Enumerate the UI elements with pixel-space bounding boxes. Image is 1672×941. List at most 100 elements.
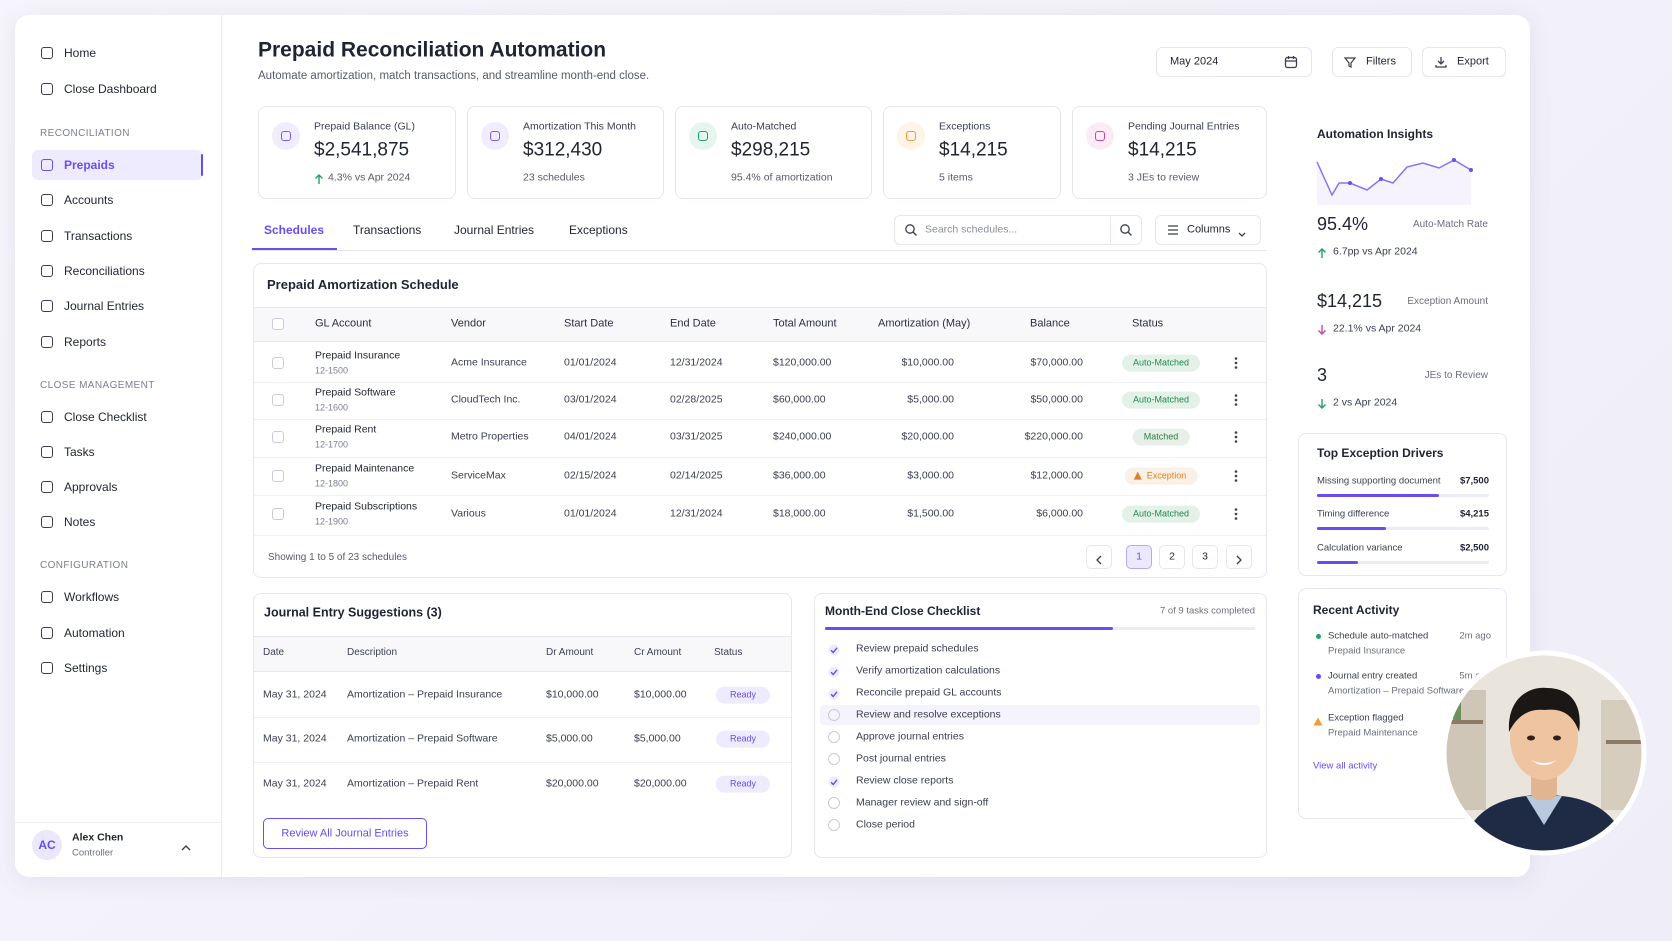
end-date: 02/28/2025 xyxy=(670,393,723,406)
page-button[interactable] xyxy=(1159,545,1185,569)
nav-item[interactable]: Automation xyxy=(64,625,125,640)
presenter-video xyxy=(1441,650,1647,856)
nav-item[interactable]: Reports xyxy=(64,334,107,349)
check-icon xyxy=(828,643,840,656)
row-menu[interactable] xyxy=(1232,469,1240,483)
nav-item[interactable]: Accounts xyxy=(64,193,114,208)
nav-icon xyxy=(41,410,53,423)
kpi-label: Auto-Matched xyxy=(731,120,797,133)
nav-item[interactable]: Settings xyxy=(64,660,108,675)
nav-item[interactable]: Close Checklist xyxy=(64,409,147,424)
row-menu[interactable] xyxy=(1232,356,1240,370)
row-menu[interactable] xyxy=(1232,393,1240,407)
columns-button[interactable] xyxy=(1155,215,1261,245)
filters-button[interactable] xyxy=(1332,47,1412,77)
prev-page[interactable] xyxy=(1086,545,1112,569)
page-number[interactable]: 2 xyxy=(1169,550,1175,563)
search-submit-icon-svg xyxy=(1120,224,1132,236)
gl-code: 12-1900 xyxy=(315,516,349,527)
trend-arrow xyxy=(1317,246,1327,258)
nav-item[interactable]: Home xyxy=(64,45,97,60)
checklist-item: Verify amortization calculations xyxy=(856,664,1001,677)
metric-label: Auto-Match Rate xyxy=(1412,219,1488,230)
nav-item[interactable]: Reconciliations xyxy=(64,263,145,278)
user-name: Alex Chen xyxy=(72,831,124,844)
row-checkbox[interactable] xyxy=(272,357,284,369)
balance: $70,000.00 xyxy=(1030,356,1083,369)
header-checkbox[interactable] xyxy=(272,318,284,330)
journal-cell: $5,000.00 xyxy=(546,732,593,745)
activity-title: Journal entry created xyxy=(1328,670,1418,682)
nav-item[interactable]: Close Dashboard xyxy=(64,81,157,96)
journal-cell: $20,000.00 xyxy=(634,777,687,790)
user-divider xyxy=(15,822,221,823)
amortization: $5,000.00 xyxy=(907,393,954,406)
nav-item[interactable]: Notes xyxy=(64,515,96,530)
checklist-item: Approve journal entries xyxy=(856,730,964,743)
export-icon-svg xyxy=(1435,57,1447,68)
tab[interactable]: Exceptions xyxy=(569,222,628,237)
nav-item[interactable]: Journal Entries xyxy=(64,298,145,313)
balance: $220,000.00 xyxy=(1024,430,1083,443)
progress-fill xyxy=(825,627,1113,630)
row-checkbox[interactable] xyxy=(272,394,284,406)
page-button[interactable] xyxy=(1126,545,1152,569)
status-pill: Ready xyxy=(715,730,771,748)
kpi-card xyxy=(258,106,456,199)
page-button[interactable] xyxy=(1192,545,1218,569)
view-all-link[interactable]: View all activity xyxy=(1313,760,1378,772)
journal-cell: $10,000.00 xyxy=(546,688,599,701)
checklist-highlight xyxy=(820,705,1260,725)
trend-arrow-svg xyxy=(315,174,323,184)
tab[interactable]: Journal Entries xyxy=(454,222,535,237)
nav-item[interactable]: Prepaids xyxy=(64,157,115,172)
review-button[interactable] xyxy=(263,818,427,849)
columns-icon-svg xyxy=(1168,225,1178,235)
pending-icon xyxy=(828,797,840,809)
warning-icon-svg xyxy=(1313,717,1323,726)
column-header: Dr Amount xyxy=(546,647,594,658)
gl-account: Prepaid Maintenance xyxy=(315,462,415,475)
balance: $50,000.00 xyxy=(1030,393,1083,406)
checklist-item: Review prepaid schedules xyxy=(856,642,979,655)
nav-item[interactable]: Tasks xyxy=(64,444,95,459)
driver-label: Calculation variance xyxy=(1317,542,1403,554)
nav-item[interactable]: Approvals xyxy=(64,479,118,494)
next-page[interactable] xyxy=(1226,545,1252,569)
warning-icon xyxy=(1313,713,1323,726)
search-box[interactable] xyxy=(894,215,1142,245)
panel-title: Month-End Close Checklist xyxy=(825,603,981,618)
checklist-panel xyxy=(814,593,1267,858)
nav-item[interactable]: Transactions xyxy=(64,228,133,243)
row-checkbox[interactable] xyxy=(272,470,284,482)
metric-label: Exception Amount xyxy=(1407,296,1488,307)
row-menu[interactable] xyxy=(1232,507,1240,521)
nav-icon xyxy=(41,481,53,494)
page-number[interactable]: 3 xyxy=(1202,550,1208,563)
tab[interactable]: Schedules xyxy=(264,222,325,237)
user-menu-chevron[interactable] xyxy=(180,840,192,851)
amortization: $3,000.00 xyxy=(907,469,954,482)
kpi-card xyxy=(1072,106,1267,199)
start-date: 02/15/2024 xyxy=(564,469,617,482)
nav-item[interactable]: Workflows xyxy=(64,590,120,605)
kpi-card xyxy=(883,106,1061,199)
kpi-icon-glyph xyxy=(281,131,291,141)
row-checkbox[interactable] xyxy=(272,431,284,443)
end-date: 12/31/2024 xyxy=(670,507,723,520)
activity-dot xyxy=(1316,633,1321,639)
status-pill: Auto-Matched xyxy=(1121,391,1201,409)
export-button[interactable] xyxy=(1422,47,1506,77)
row-menu-svg xyxy=(1234,431,1238,443)
column-header: Date xyxy=(263,647,285,658)
review-button-label[interactable]: Review All Journal Entries xyxy=(281,827,409,840)
row-menu[interactable] xyxy=(1232,430,1240,444)
nav-icon xyxy=(41,591,53,604)
driver-value: $4,215 xyxy=(1459,508,1489,520)
page-number[interactable]: 1 xyxy=(1136,550,1142,563)
user-menu-chevron-svg xyxy=(181,845,191,851)
tab[interactable]: Transactions xyxy=(353,222,422,237)
user-role: Controller xyxy=(72,847,114,859)
gl-account: Prepaid Insurance xyxy=(315,349,401,362)
row-checkbox[interactable] xyxy=(272,508,284,520)
